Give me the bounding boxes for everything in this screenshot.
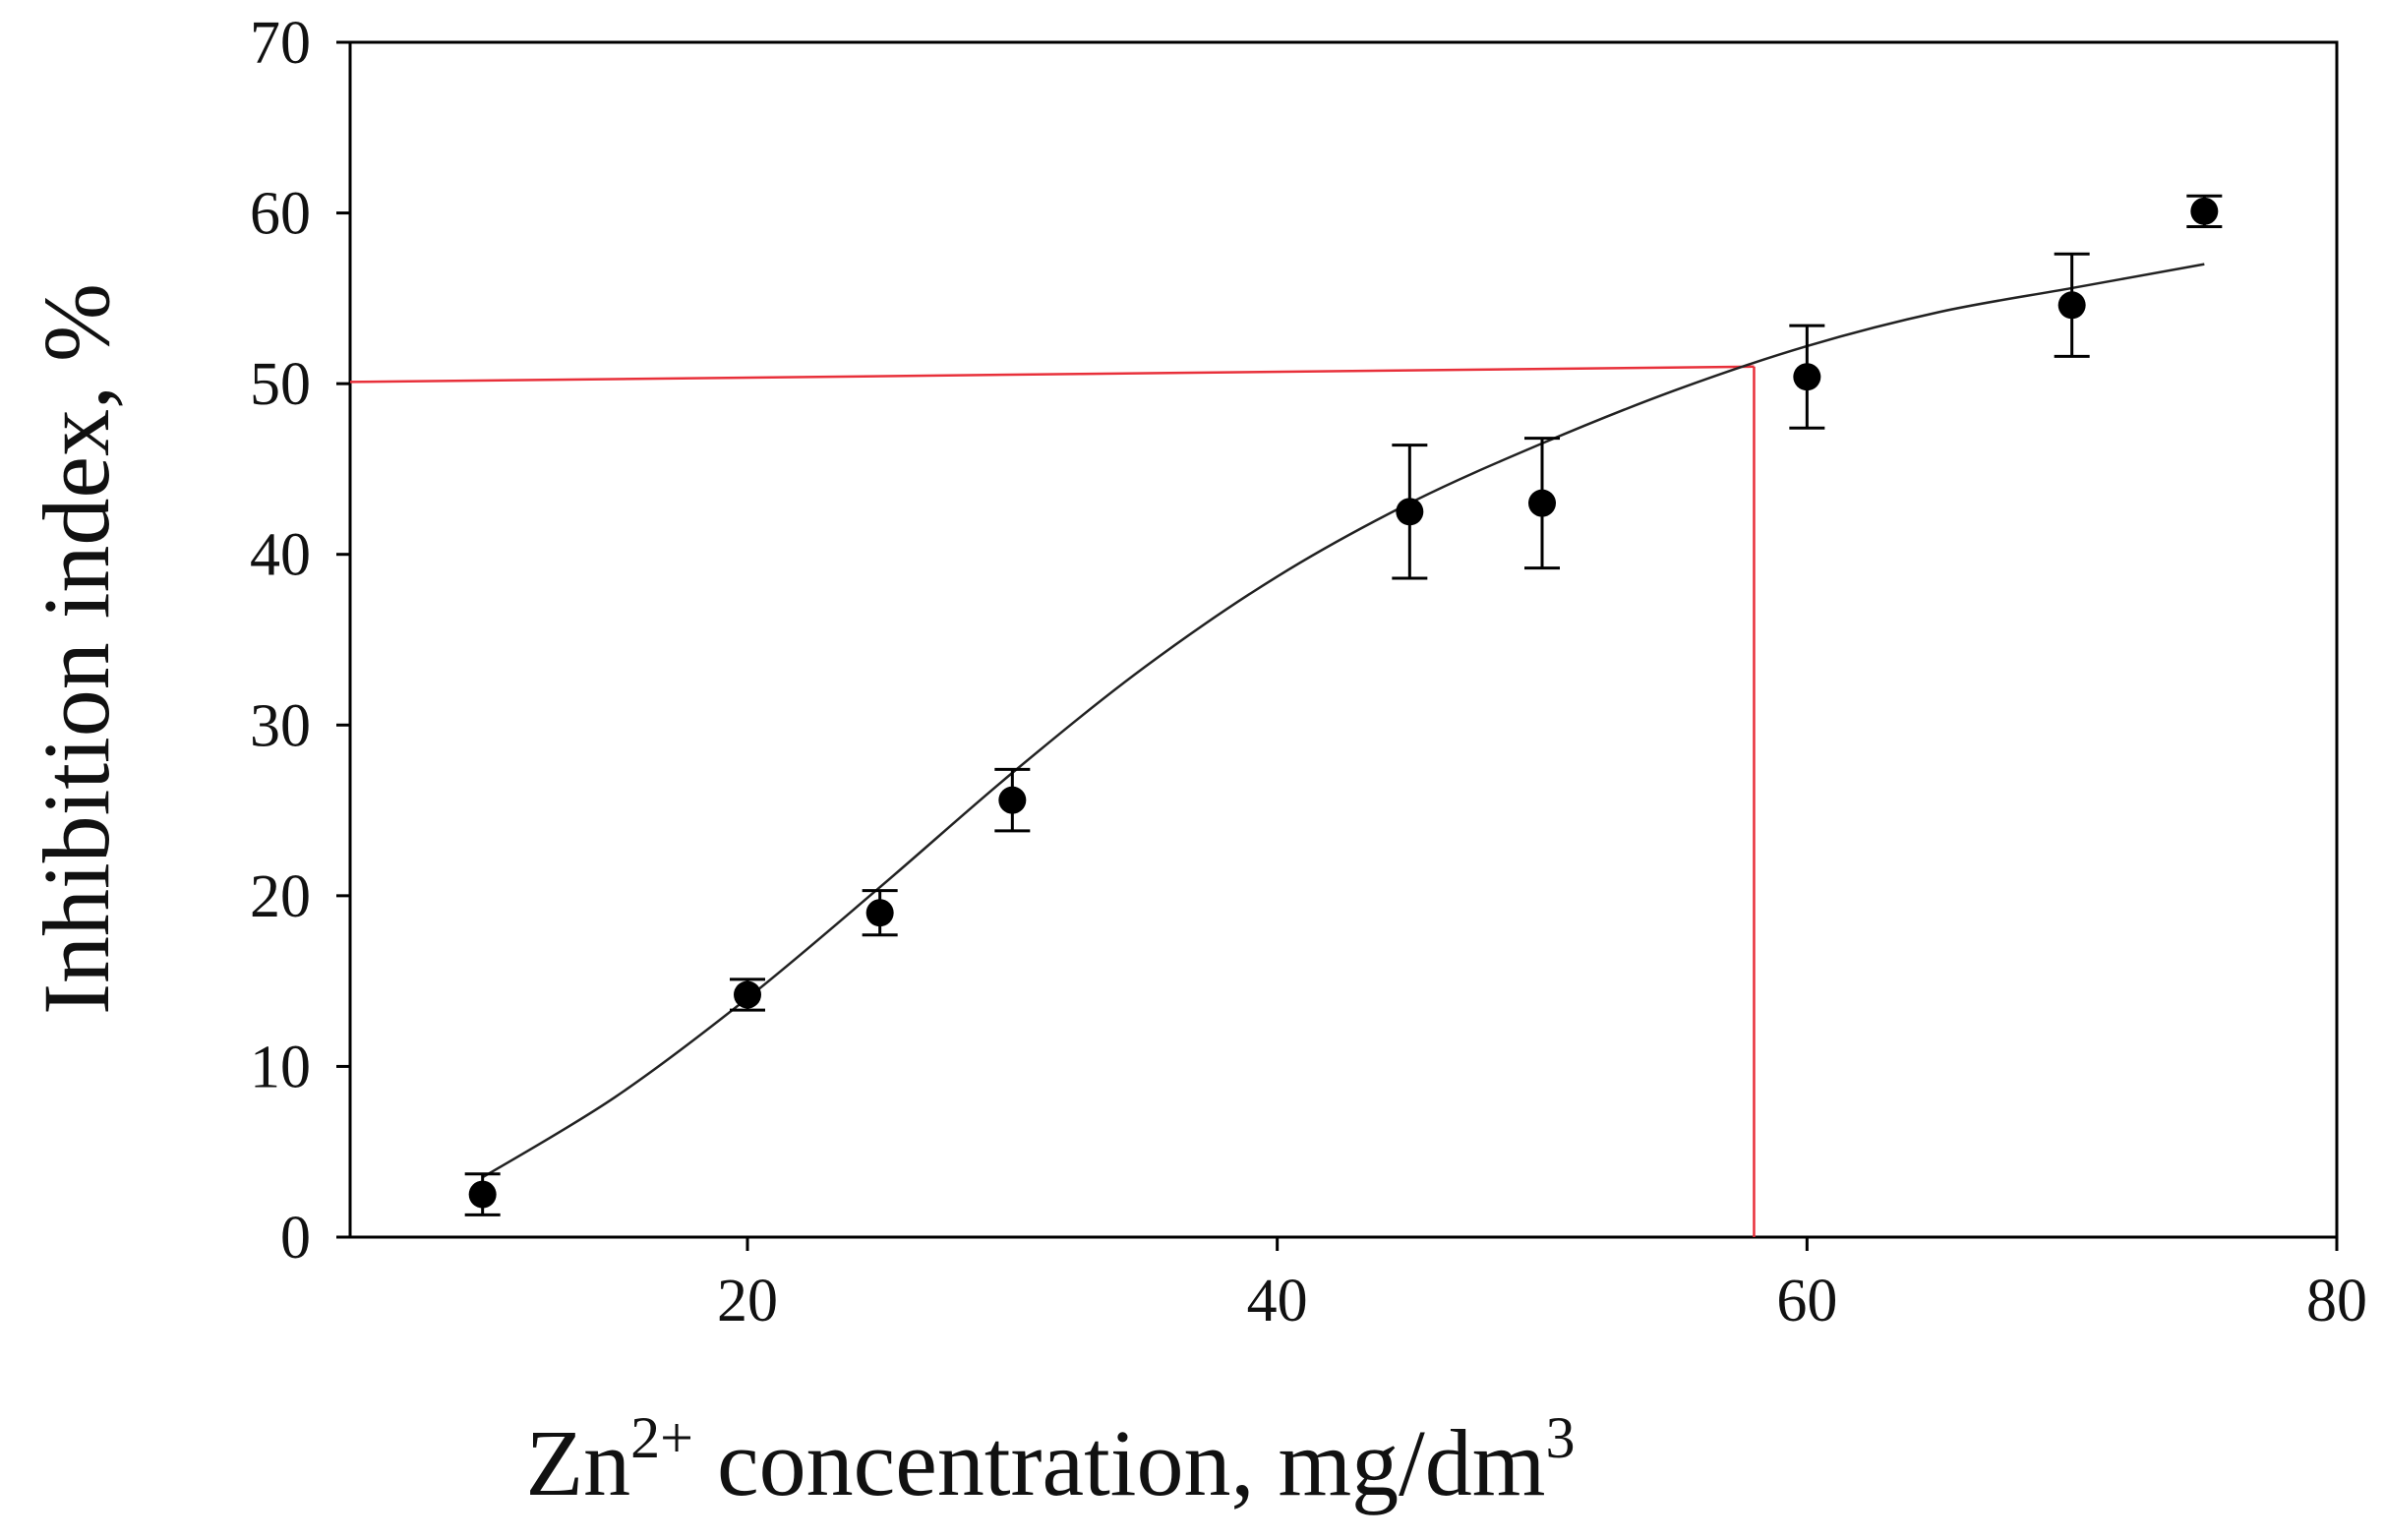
x-axis-title-base: Zn <box>526 1410 631 1515</box>
x-axis-ticks: 20 40 60 80 <box>717 1237 2367 1334</box>
plot-frame <box>348 40 2339 1239</box>
y-tick-label: 60 <box>250 181 311 248</box>
x-axis-title-rest: concentration, mg/dm <box>693 1410 1545 1515</box>
x-axis-title-rest-sup: 3 <box>1545 1405 1575 1470</box>
x-axis-title-base-sup: 2+ <box>630 1405 693 1470</box>
data-point <box>1396 498 1424 526</box>
y-tick-label: 40 <box>250 522 311 589</box>
data-point <box>734 980 761 1009</box>
y-axis-title: Inhibition index, % <box>24 283 129 1015</box>
data-point <box>998 786 1027 814</box>
x-axis-title: Zn2+ concentration, mg/dm3 <box>526 1405 1576 1515</box>
y-tick-label: 70 <box>250 10 311 77</box>
ec50-horizontal-line <box>349 365 1755 384</box>
y-axis-ticks: 0 10 20 30 40 50 60 70 <box>250 10 350 1272</box>
y-tick-label: 20 <box>250 863 311 930</box>
fit-curve <box>482 263 2205 1179</box>
data-point <box>865 899 894 927</box>
data-point <box>2057 291 2086 320</box>
x-tick-label: 60 <box>1776 1268 1837 1334</box>
data-point <box>1793 363 1821 391</box>
x-tick-label: 80 <box>2306 1268 2367 1334</box>
data-points <box>464 194 2223 1216</box>
x-tick-label: 20 <box>717 1268 778 1334</box>
y-tick-label: 0 <box>280 1205 311 1272</box>
x-tick-label: 40 <box>1247 1268 1308 1334</box>
y-tick-label: 30 <box>250 692 311 759</box>
data-point <box>1528 489 1556 517</box>
y-tick-label: 10 <box>250 1034 311 1100</box>
reference-lines <box>349 365 1756 1237</box>
y-tick-label: 50 <box>250 351 311 418</box>
data-point <box>468 1180 497 1209</box>
data-point <box>2190 197 2219 225</box>
